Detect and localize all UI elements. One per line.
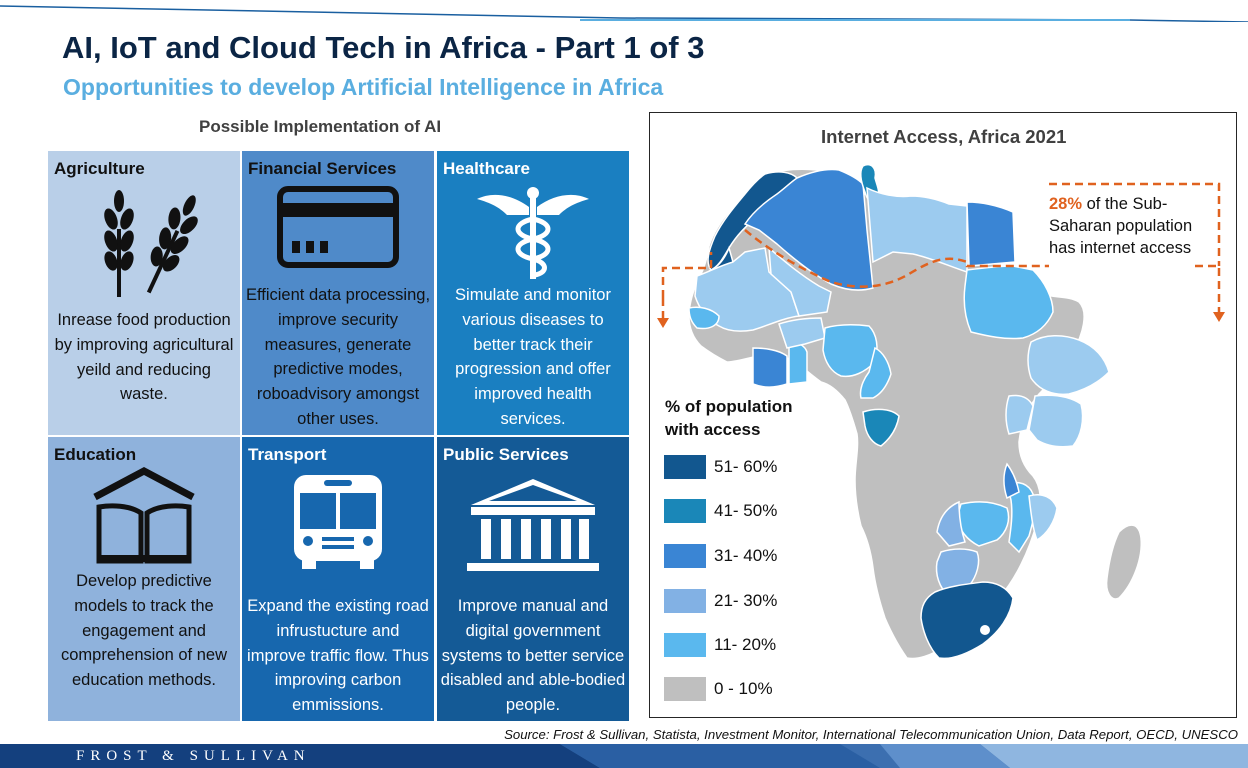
legend-label: 31- 40%: [714, 546, 778, 565]
legend-swatch: [664, 589, 706, 613]
legend-title: % of population with access: [665, 395, 792, 441]
callout-highlight: 28%: [1049, 195, 1083, 213]
source-note: Source: Frost & Sullivan, Statista, Inve…: [504, 727, 1238, 742]
legend-label: 11- 20%: [714, 635, 777, 654]
legend-swatch: [664, 633, 706, 657]
legend-swatch: [664, 455, 706, 479]
credit-card-icon: [242, 185, 434, 269]
legend-swatch: [664, 677, 706, 701]
wheat-icon: [48, 189, 240, 299]
tile-title: Education: [54, 445, 137, 464]
tile-description: Inrease food production by improving agr…: [54, 311, 234, 404]
top-accent-line: [0, 5, 1248, 22]
caduceus-icon: [437, 185, 629, 281]
tile-agriculture: Agriculture: [48, 151, 240, 435]
tile-description: Simulate and monitor various diseases to…: [455, 286, 611, 428]
legend-label: 41- 50%: [714, 501, 778, 520]
legend-swatch: [664, 544, 706, 568]
frost-sullivan-logo: FROST & SULLIVAN: [76, 748, 311, 764]
legend-label: 51- 60%: [714, 457, 778, 476]
callout-line2: Saharan population: [1049, 217, 1193, 235]
tile-description: Expand the existing road infrustucture a…: [247, 597, 429, 715]
tile-healthcare: Healthcare Simulate and monitor various …: [437, 151, 629, 435]
tile-public-services: Public Services Improve manual and digit…: [437, 437, 629, 721]
government-building-icon: [437, 475, 629, 585]
callout-line3: has internet access: [1049, 239, 1192, 257]
tile-description: Improve manual and digital government sy…: [440, 597, 626, 715]
africa-map: [657, 164, 1225, 660]
tile-description: Develop predictive models to track the e…: [60, 572, 227, 690]
map-callout: 28% of the Sub- Saharan population has int…: [1049, 193, 1192, 259]
tile-transport: Transport Expand the existing road infru…: [242, 437, 434, 721]
tile-title: Financial Services: [248, 159, 397, 178]
tile-financial-services: Financial Services Efficient data proces…: [242, 151, 434, 435]
tile-title: Healthcare: [443, 159, 530, 178]
book-house-icon: [48, 467, 240, 567]
tile-title: Transport: [248, 445, 327, 464]
map-panel: [649, 112, 1237, 718]
page-title: AI, IoT and Cloud Tech in Africa - Part …: [62, 30, 705, 65]
tile-title: Public Services: [443, 445, 569, 464]
tile-description: Efficient data processing, improve secur…: [245, 286, 431, 428]
legend-title-line2: with access: [665, 420, 761, 439]
legend-label: 0 - 10%: [714, 679, 773, 698]
implementation-heading: Possible Implementation of AI: [199, 117, 442, 136]
legend-label: 21- 30%: [714, 591, 778, 610]
tile-title: Agriculture: [54, 159, 145, 178]
callout-line1: of the Sub-: [1082, 195, 1168, 213]
tile-education: Education Develop predictive models to t…: [48, 437, 240, 721]
legend-title-line1: % of population: [665, 397, 793, 416]
footer-bar: [0, 744, 1248, 768]
legend-swatch: [664, 499, 706, 523]
bus-icon: [242, 471, 434, 571]
map-title: Internet Access, Africa 2021: [821, 126, 1067, 147]
page-subtitle: Opportunities to develop Artificial Inte…: [63, 74, 664, 100]
